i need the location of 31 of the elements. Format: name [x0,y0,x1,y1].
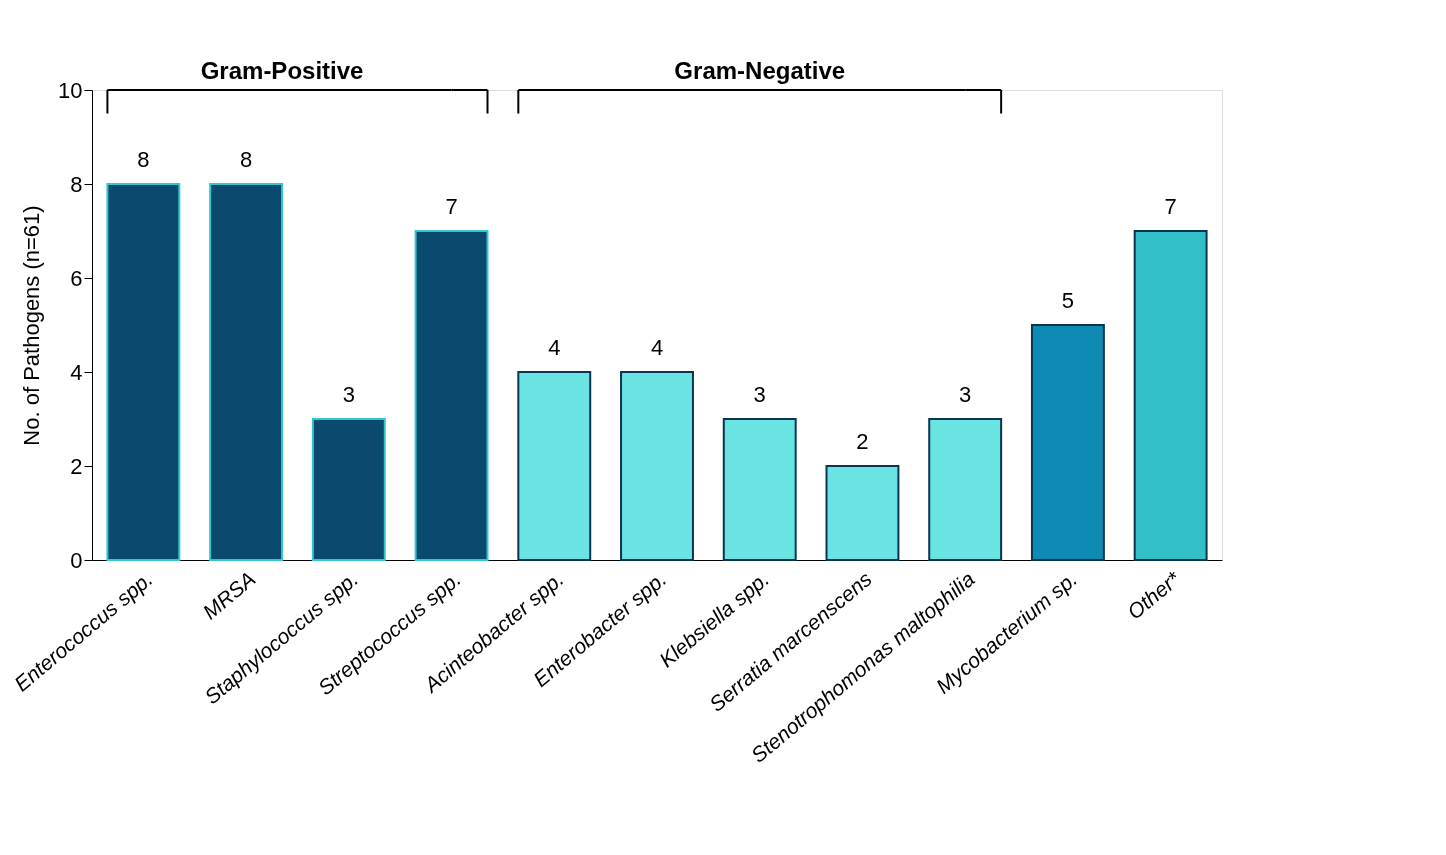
data-label: 2 [856,429,869,454]
y-tick-label: 10 [58,77,83,103]
bar [928,418,1003,561]
bar [825,465,900,561]
bar [1133,230,1208,561]
text: Gram-Negative [674,57,846,84]
y-axis-title: No. of Pathogens (n=61) [19,205,45,446]
bar [209,183,284,561]
y-tick-label: 4 [70,359,83,385]
data-label: 3 [753,382,766,407]
data-label: 4 [548,335,561,360]
y-tick-label: 6 [70,265,83,291]
data-label: 8 [137,147,150,172]
bar [517,371,592,561]
data-label: 8 [239,147,253,172]
bar [311,418,386,561]
bar [414,230,489,561]
data-label: 7 [445,194,458,219]
text: Gram-Positive [200,57,364,84]
data-label: 7 [1164,194,1177,219]
data-label: 4 [650,335,664,360]
data-label: 3 [959,382,972,407]
bar [620,371,694,561]
data-label: 5 [1061,288,1075,313]
y-tick-label: 2 [70,453,83,479]
data-label: 3 [342,382,355,407]
bar [106,183,181,561]
y-tick-label: 0 [70,547,83,573]
y-tick-label: 8 [70,171,83,197]
bar [1030,324,1105,561]
bar [722,418,797,561]
